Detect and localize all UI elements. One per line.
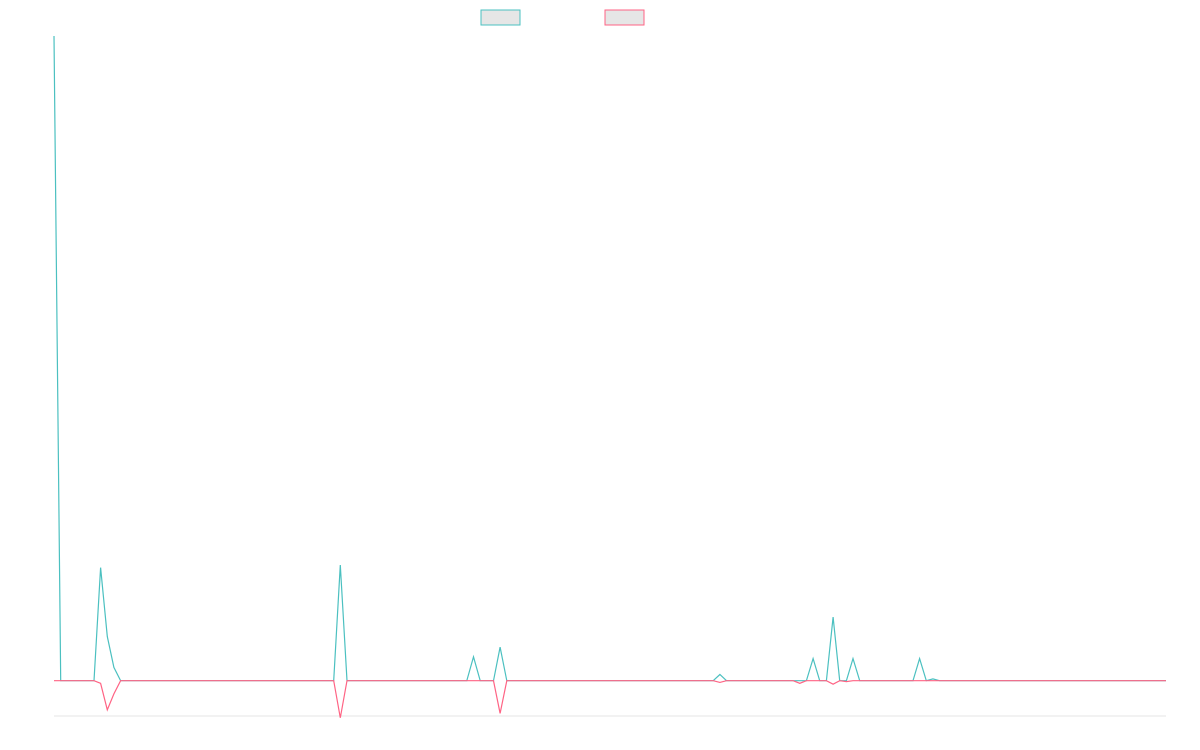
legend (480, 9, 645, 26)
legend-swatch-2[interactable] (604, 9, 645, 26)
series-line-2 (54, 680, 1166, 718)
series-layer (53, 35, 1166, 718)
legend-swatch-1[interactable] (480, 9, 521, 26)
series-line-1 (53, 35, 1166, 682)
